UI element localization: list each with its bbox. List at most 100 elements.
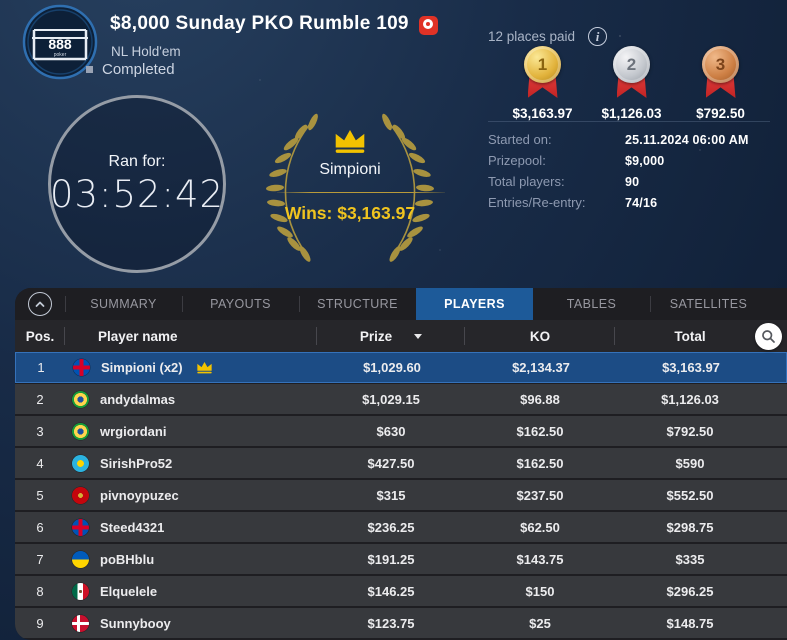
player-total: $552.50	[666, 487, 714, 503]
medal-number: 1	[524, 46, 561, 83]
status-label: Completed	[102, 61, 175, 78]
player-total: $792.50	[666, 423, 714, 439]
player-prize: $236.25	[367, 519, 415, 535]
places-paid: 12 places paid i	[488, 27, 608, 46]
player-ko: $162.50	[516, 423, 564, 439]
player-row[interactable]: 3 wrgiordani $630 $162.50 $792.50	[15, 416, 787, 446]
laurel-wreath-icon	[266, 113, 434, 262]
tab-tables[interactable]: TABLES	[566, 297, 617, 311]
tab-bar: SUMMARY PAYOUTS STRUCTURE PLAYERS TABLES…	[15, 288, 787, 320]
player-prize: $1,029.15	[362, 391, 420, 407]
player-name: wrgiordani	[100, 423, 167, 439]
player-total: $3,163.97	[662, 360, 720, 375]
country-flag-icon	[72, 422, 89, 440]
ran-for-time: 03:52:42	[49, 172, 225, 216]
player-row[interactable]: 4 SirishPro52 $427.50 $162.50 $590	[15, 448, 787, 478]
player-name-cell: pivnoypuzec	[65, 486, 317, 504]
player-name: poBHblu	[100, 551, 155, 567]
player-position: 3	[36, 423, 44, 439]
player-name-cell: SirishPro52	[65, 454, 317, 472]
player-position: 9	[36, 615, 44, 631]
column-header-total: Total	[674, 328, 706, 344]
bounty-chip-icon	[418, 15, 438, 35]
winner-banner: Simpioni Wins: $3,163.97	[243, 104, 457, 272]
player-name-cell: Elquelele	[65, 582, 317, 600]
player-prize: $1,029.60	[363, 360, 421, 375]
888poker-ring-logo: 888 poker	[22, 4, 98, 80]
player-prize: $146.25	[367, 583, 415, 599]
player-name: andydalmas	[100, 391, 176, 407]
player-ko: $143.75	[516, 551, 564, 567]
winner-crown-icon	[332, 128, 368, 154]
column-header-player-name: Player name	[65, 320, 317, 352]
player-name: pivnoypuzec	[100, 487, 179, 503]
player-row[interactable]: 7 poBHblu $191.25 $143.75 $335	[15, 544, 787, 574]
player-name-cell: Steed4321	[65, 518, 317, 536]
player-name: Steed4321	[100, 519, 165, 535]
player-row[interactable]: 2 andydalmas $1,029.15 $96.88 $1,126.03	[15, 384, 787, 414]
player-position: 7	[36, 551, 44, 567]
player-row[interactable]: 1 Simpioni (x2) $1,029.60 $2,134.37 $3,1…	[15, 352, 787, 383]
winner-wins-amount: Wins: $3,163.97	[284, 203, 416, 223]
medal-number: 2	[613, 46, 650, 83]
player-ko: $25	[529, 615, 551, 631]
winner-crown-icon	[196, 361, 213, 374]
player-name: Elquelele	[100, 583, 158, 599]
player-ko: $2,134.37	[512, 360, 570, 375]
player-name-cell: Sunnybooy	[65, 614, 317, 632]
player-prize: $427.50	[367, 455, 415, 471]
search-icon	[762, 329, 775, 343]
player-row[interactable]: 5 pivnoypuzec $315 $237.50 $552.50	[15, 480, 787, 510]
player-ko: $150	[525, 583, 555, 599]
top-payouts: 1 $3,163.97 2 $1,126.03 3 $792.50	[498, 46, 765, 121]
svg-text:poker: poker	[54, 52, 67, 58]
player-position: 5	[36, 487, 44, 503]
collapse-panel-button[interactable]	[15, 288, 65, 320]
detail-started-on: Started on: 25.11.2024 06:00 AM	[488, 132, 749, 147]
winner-name: Simpioni	[319, 161, 381, 178]
detail-entries: Entries/Re-entry: 74/16	[488, 195, 658, 210]
bronze-medal-icon: 3	[695, 46, 747, 102]
silver-medal-icon: 2	[606, 46, 658, 102]
tab-summary[interactable]: SUMMARY	[65, 288, 182, 320]
detail-total-players: Total players: 90	[488, 174, 640, 189]
country-flag-icon	[72, 614, 89, 632]
payout-place-1: 1 $3,163.97	[498, 46, 587, 121]
tab-players[interactable]: PLAYERS	[416, 288, 533, 320]
table-header: Pos. Player name Prize KO Total	[15, 320, 787, 352]
tab-structure[interactable]: STRUCTURE	[299, 288, 416, 320]
sort-caret-icon	[414, 333, 423, 339]
tab-payouts[interactable]: PAYOUTS	[182, 288, 299, 320]
tab-satellites[interactable]: SATELLITES	[650, 288, 767, 320]
column-header-ko: KO	[465, 320, 615, 352]
gold-medal-icon: 1	[517, 46, 569, 102]
status-bullet-icon	[86, 66, 93, 73]
player-row[interactable]: 9 Sunnybooy $123.75 $25 $148.75	[15, 608, 787, 638]
column-header-prize-sort[interactable]: Prize	[317, 320, 465, 352]
player-total: $148.75	[666, 615, 714, 631]
players-table-body: 1 Simpioni (x2) $1,029.60 $2,134.37 $3,1…	[15, 352, 787, 640]
player-total: $298.75	[666, 519, 714, 535]
country-flag-icon	[72, 518, 89, 536]
results-panel: SUMMARY PAYOUTS STRUCTURE PLAYERS TABLES…	[15, 288, 787, 640]
detail-prizepool: Prizepool: $9,000	[488, 153, 665, 168]
details-divider	[488, 121, 770, 122]
player-name: Sunnybooy	[100, 615, 171, 631]
player-ko: $62.50	[520, 519, 560, 535]
player-name: SirishPro52	[100, 455, 173, 471]
player-name-cell: Simpioni (x2)	[66, 359, 318, 376]
player-row[interactable]: 6 Steed4321 $236.25 $62.50 $298.75	[15, 512, 787, 542]
player-position: 8	[36, 583, 44, 599]
player-total: $590	[675, 455, 705, 471]
country-flag-icon	[72, 486, 89, 504]
info-icon[interactable]: i	[588, 27, 608, 46]
payout-place-2: 2 $1,126.03	[587, 46, 676, 121]
search-button[interactable]	[755, 322, 782, 350]
player-position: 1	[37, 360, 45, 375]
player-prize: $123.75	[367, 615, 415, 631]
player-row[interactable]: 8 Elquelele $146.25 $150 $296.25	[15, 576, 787, 606]
payout-place-3: 3 $792.50	[676, 46, 765, 121]
player-ko: $162.50	[516, 455, 564, 471]
places-paid-label: 12 places paid	[488, 29, 576, 44]
